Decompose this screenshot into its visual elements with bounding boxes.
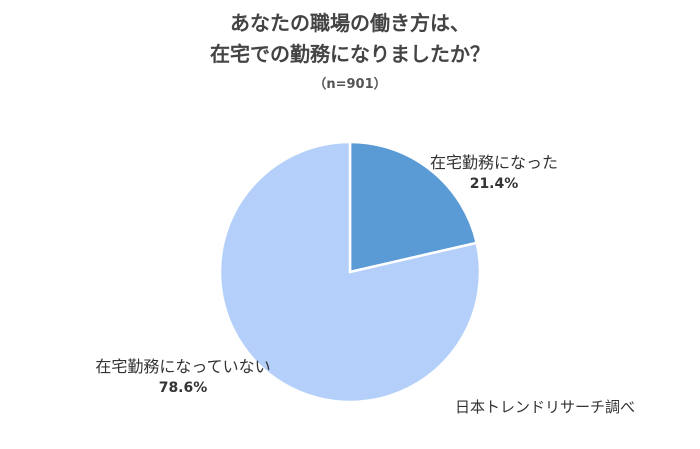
slice-label-not-remote-value: 78.6% (158, 380, 208, 396)
chart-title-line1: あなたの職場の働き方は、 (230, 11, 470, 35)
slice-label-remote-name: 在宅勤務になった (429, 153, 558, 172)
pie-slice-0 (348, 140, 479, 274)
slice-label-not-remote: 在宅勤務になっていない 78.6% (78, 356, 288, 398)
pie-slice-1 (218, 140, 482, 404)
slice-label-remote-value: 21.4% (469, 176, 519, 192)
chart-title-line2: 在宅での勤務になりましたか？ (210, 42, 490, 66)
chart-subtitle: （n=901） (313, 77, 387, 92)
source-note: 日本トレンドリサーチ調べ (455, 398, 636, 416)
slice-label-remote: 在宅勤務になった 21.4% (404, 152, 584, 194)
slice-label-not-remote-name: 在宅勤務になっていない (95, 357, 271, 376)
